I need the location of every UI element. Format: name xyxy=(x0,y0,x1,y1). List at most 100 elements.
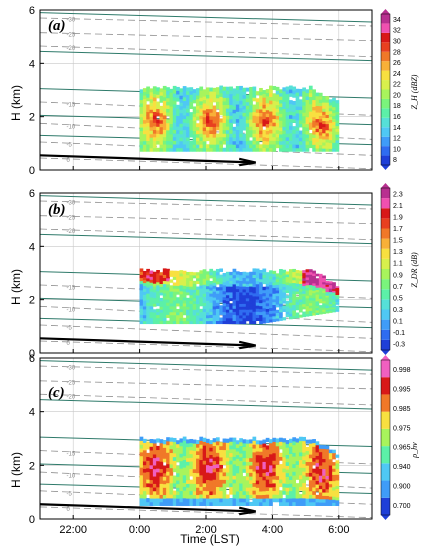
echo-cell xyxy=(225,294,230,299)
echo-cell xyxy=(245,101,250,106)
echo-cell xyxy=(315,280,320,284)
echo-cell xyxy=(262,490,267,495)
echo-cell xyxy=(186,439,190,444)
echo-cell xyxy=(225,479,230,484)
echo-cell xyxy=(162,268,167,272)
echo-cell xyxy=(232,290,237,294)
echo-cell xyxy=(202,272,207,276)
echo-cell xyxy=(196,498,200,503)
echo-cell xyxy=(285,126,290,131)
echo-cell xyxy=(215,452,220,457)
echo-cell xyxy=(322,502,326,506)
echo-cell xyxy=(308,289,313,293)
echo-cell xyxy=(275,460,280,465)
echo-cell xyxy=(308,140,313,145)
echo-cell xyxy=(186,274,190,279)
echo-cell xyxy=(302,280,306,284)
echo-cell xyxy=(172,452,177,458)
echo-cell xyxy=(315,108,320,113)
echo-cell xyxy=(182,490,187,495)
echo-cell xyxy=(239,306,243,310)
echo-cell xyxy=(139,455,144,461)
echo-cell xyxy=(209,133,214,138)
echo-cell xyxy=(312,310,316,314)
echo-cell xyxy=(192,461,197,466)
echo-cell xyxy=(332,493,336,497)
echo-cell xyxy=(149,483,154,488)
echo-cell xyxy=(292,471,297,476)
echo-cell xyxy=(249,283,253,287)
echo-cell xyxy=(318,502,323,506)
echo-cell xyxy=(335,465,340,470)
echo-cell xyxy=(279,144,283,149)
echo-cell xyxy=(315,303,320,306)
echo-cell xyxy=(169,490,174,495)
echo-cell xyxy=(249,90,253,95)
echo-cell xyxy=(169,494,174,499)
echo-cell xyxy=(192,134,197,138)
echo-cell xyxy=(318,455,323,459)
echo-cell xyxy=(186,315,190,319)
echo-cell xyxy=(166,268,170,273)
echo-cell xyxy=(242,137,247,142)
echo-cell xyxy=(279,317,283,321)
echo-cell xyxy=(186,144,190,149)
echo-cell xyxy=(325,117,330,122)
echo-cell xyxy=(196,147,200,152)
echo-cell xyxy=(222,460,227,466)
echo-cell xyxy=(265,316,270,321)
echo-cell xyxy=(328,483,333,488)
echo-cell xyxy=(225,494,230,499)
echo-cell xyxy=(325,293,330,296)
echo-cell xyxy=(325,286,330,289)
echo-cell xyxy=(282,289,287,293)
echo-cell xyxy=(322,448,326,453)
colorbar-tick-label: 22 xyxy=(393,82,401,89)
echo-cell xyxy=(192,443,197,448)
echo-cell xyxy=(328,490,333,494)
echo-cell xyxy=(295,486,300,492)
echo-cell xyxy=(179,296,184,301)
echo-cell xyxy=(325,485,330,490)
echo-cell xyxy=(245,472,250,477)
echo-cell xyxy=(282,101,287,106)
echo-cell xyxy=(199,302,204,307)
echo-cell xyxy=(242,306,247,310)
echo-cell xyxy=(169,123,174,128)
echo-cell xyxy=(176,111,180,116)
echo-cell xyxy=(215,119,220,124)
echo-cell xyxy=(315,502,320,506)
echo-cell xyxy=(162,118,167,123)
echo-cell xyxy=(289,453,293,458)
echo-cell xyxy=(302,270,306,274)
echo-cell xyxy=(212,320,217,325)
echo-cell xyxy=(192,317,197,322)
echo-cell xyxy=(172,311,177,316)
echo-cell xyxy=(209,494,214,499)
echo-cell xyxy=(225,133,230,138)
echo-cell xyxy=(149,461,154,466)
echo-cell xyxy=(332,449,336,454)
echo-cell xyxy=(209,317,214,322)
echo-cell xyxy=(242,303,247,307)
echo-cell xyxy=(212,441,217,447)
echo-cell xyxy=(269,85,273,90)
echo-cell xyxy=(335,482,340,487)
echo-cell xyxy=(298,296,303,300)
echo-cell xyxy=(245,490,250,495)
echo-cell xyxy=(209,320,214,325)
echo-cell xyxy=(289,129,293,134)
echo-cell xyxy=(302,436,306,442)
echo-cell xyxy=(152,490,157,495)
echo-cell xyxy=(182,93,187,98)
echo-cell xyxy=(199,314,204,319)
echo-cell xyxy=(322,488,326,493)
echo-cell xyxy=(265,302,270,307)
echo-cell xyxy=(282,449,287,454)
echo-cell xyxy=(212,303,217,307)
echo-cell xyxy=(275,101,280,106)
echo-cell xyxy=(189,483,194,488)
echo-cell xyxy=(262,90,267,95)
y-tick-label: 6 xyxy=(29,5,35,17)
echo-cell xyxy=(332,100,336,105)
